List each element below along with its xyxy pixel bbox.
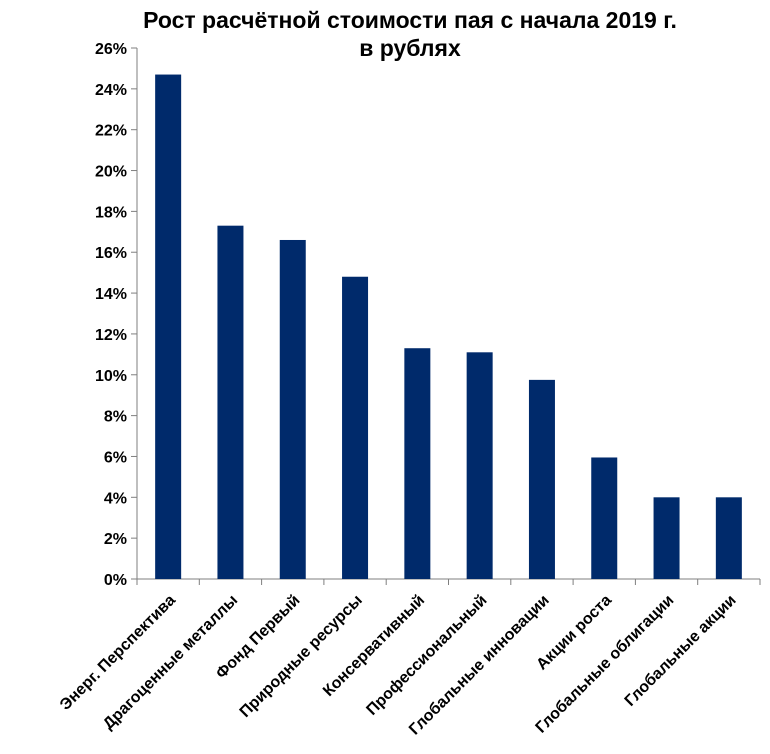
x-category-label: Профессиональный [363, 592, 490, 719]
bar [404, 348, 431, 579]
chart-subtitle: в рублях [359, 35, 461, 61]
y-tick-label: 4% [104, 490, 127, 507]
y-tick-label: 8% [104, 409, 127, 426]
bar [653, 497, 680, 579]
bar [155, 74, 182, 580]
x-category-label: Консервативный [320, 592, 428, 700]
bar [466, 352, 493, 579]
x-category-label: Глобальные акции [622, 592, 740, 710]
bar [217, 225, 244, 579]
y-tick-label: 26% [95, 41, 127, 58]
bar [342, 276, 369, 579]
x-category-label: Энерг. Перспектива [57, 592, 179, 714]
y-tick-label: 20% [95, 164, 127, 181]
bar [528, 379, 555, 579]
bar [591, 457, 618, 579]
x-category-label: Природные ресурсы [237, 592, 366, 721]
y-tick-label: 16% [95, 245, 127, 262]
y-tick-label: 24% [95, 82, 127, 99]
y-tick-label: 2% [104, 531, 127, 548]
y-tick-label: 0% [104, 572, 127, 589]
y-tick-label: 14% [95, 286, 127, 303]
y-tick-label: 6% [104, 449, 127, 466]
y-tick-label: 10% [95, 368, 127, 385]
bar [279, 239, 306, 579]
chart-title-block: Рост расчётной стоимости пая с начала 20… [0, 6, 770, 62]
bar [715, 497, 742, 579]
chart-title: Рост расчётной стоимости пая с начала 20… [143, 7, 677, 33]
y-tick-label: 18% [95, 204, 127, 221]
y-tick-label: 22% [95, 123, 127, 140]
y-tick-label: 12% [95, 327, 127, 344]
